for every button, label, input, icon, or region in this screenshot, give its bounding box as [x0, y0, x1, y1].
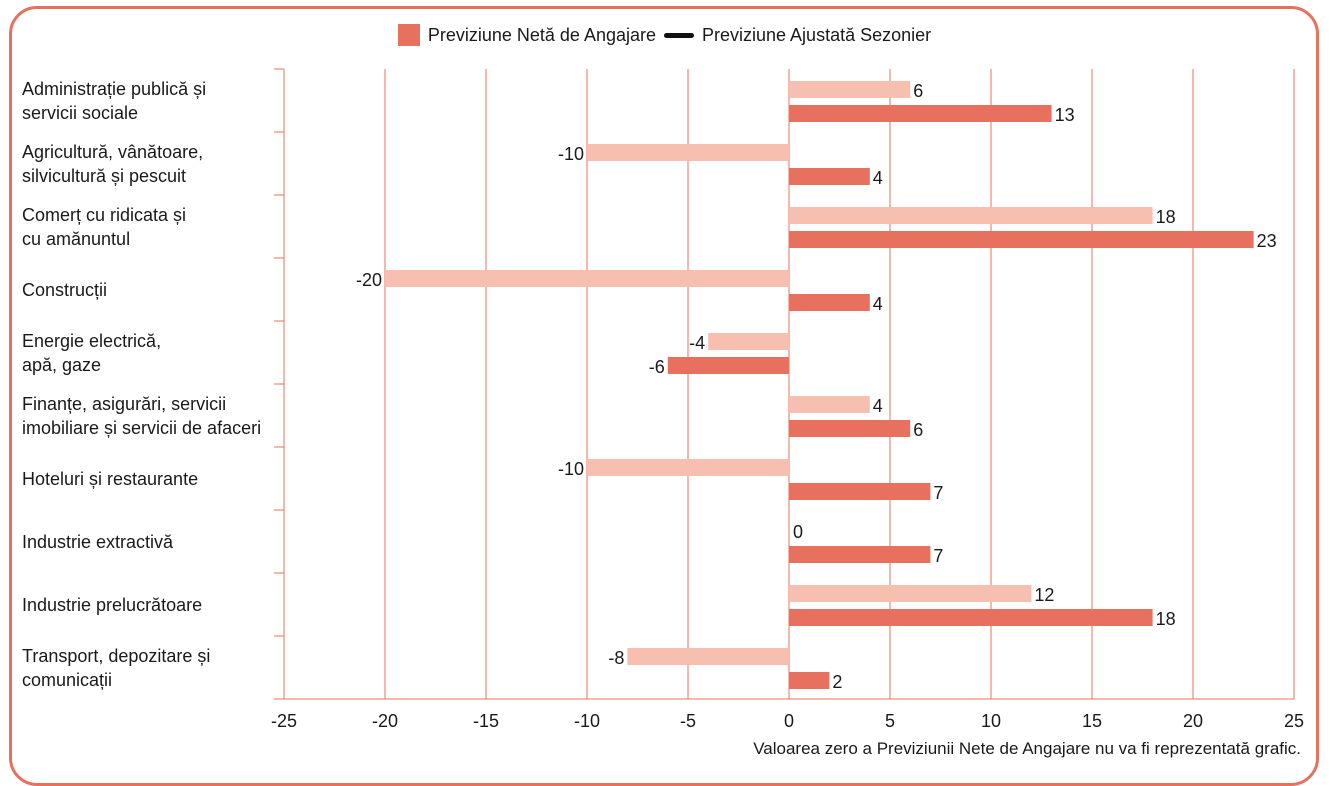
- data-label-adjusted-5: 4: [873, 396, 883, 416]
- bar-net-8: [789, 609, 1153, 626]
- data-label-net-6: 7: [933, 483, 943, 503]
- bar-adjusted-0: [789, 81, 911, 98]
- data-label-adjusted-7: 0: [793, 522, 803, 542]
- data-label-adjusted-9: -8: [608, 648, 624, 668]
- bar-adjusted-9: [627, 648, 789, 665]
- legend-swatch-adjusted: [664, 32, 694, 38]
- bar-adjusted-2: [789, 207, 1153, 224]
- category-label-8: Industrie prelucrătoare: [22, 594, 203, 615]
- x-tick-label-4: -5: [680, 711, 696, 731]
- data-label-adjusted-0: 6: [913, 81, 923, 101]
- category-label-7: Industrie extractivă: [22, 531, 174, 552]
- category-label-3: Construcții: [22, 279, 108, 300]
- legend-item-net: Previziune Netă de Angajare: [397, 24, 656, 46]
- bar-net-7: [789, 546, 931, 563]
- bar-net-4: [667, 357, 789, 374]
- category-label-0: Administrație publică și servicii social…: [22, 78, 207, 123]
- legend-item-adjusted: Previziune Ajustată Sezonier: [664, 25, 931, 46]
- legend-label-net: Previziune Netă de Angajare: [427, 24, 656, 45]
- x-tick-label-8: 15: [1082, 711, 1102, 731]
- bar-adjusted-3: [385, 270, 789, 287]
- data-label-net-2: 23: [1257, 231, 1277, 251]
- x-tick-label-3: -10: [574, 711, 600, 731]
- x-tick-label-1: -20: [372, 711, 398, 731]
- x-tick-label-0: -25: [271, 711, 297, 731]
- data-label-net-8: 18: [1156, 609, 1176, 629]
- x-tick-label-10: 25: [1284, 711, 1304, 731]
- legend-swatch-net: [397, 24, 420, 46]
- bar-net-1: [789, 168, 870, 185]
- bar-net-2: [789, 231, 1254, 248]
- data-label-adjusted-1: -10: [558, 144, 584, 164]
- chart-footnote: Valoarea zero a Previziunii Nete de Anga…: [753, 739, 1301, 758]
- bar-adjusted-1: [587, 144, 789, 161]
- data-label-adjusted-3: -20: [356, 270, 382, 290]
- legend-label-adjusted: Previziune Ajustată Sezonier: [702, 24, 932, 45]
- data-label-net-0: 13: [1055, 105, 1075, 125]
- data-label-net-4: -6: [649, 357, 665, 377]
- data-label-adjusted-6: -10: [558, 459, 584, 479]
- legend: Previziune Netă de Angajare Previziune A…: [0, 24, 1329, 46]
- x-tick-label-7: 10: [981, 711, 1001, 731]
- x-tick-label-5: 0: [784, 711, 794, 731]
- data-label-net-7: 7: [933, 546, 943, 566]
- bar-net-3: [789, 294, 870, 311]
- data-label-net-3: 4: [873, 294, 883, 314]
- bar-net-5: [789, 420, 911, 437]
- category-label-9: Transport, depozitare și comunicații: [22, 645, 211, 690]
- data-label-adjusted-4: -4: [689, 333, 705, 353]
- category-label-6: Hoteluri și restaurante: [22, 468, 199, 489]
- bar-net-0: [789, 105, 1052, 122]
- bar-adjusted-5: [789, 396, 870, 413]
- data-label-net-1: 4: [873, 168, 883, 188]
- data-label-net-5: 6: [913, 420, 923, 440]
- data-label-adjusted-8: 12: [1034, 585, 1054, 605]
- bar-adjusted-6: [587, 459, 789, 476]
- category-label-2: Comerț cu ridicata și cu amănuntul: [22, 204, 187, 249]
- data-label-net-9: 2: [832, 672, 842, 692]
- bar-net-6: [789, 483, 931, 500]
- category-label-4: Energie electrică, apă, gaze: [22, 330, 162, 375]
- bar-net-9: [789, 672, 830, 689]
- x-tick-label-2: -15: [473, 711, 499, 731]
- x-tick-label-6: 5: [885, 711, 895, 731]
- data-label-adjusted-2: 18: [1156, 207, 1176, 227]
- x-tick-label-9: 20: [1183, 711, 1203, 731]
- category-label-1: Agricultură, vânătoare, silvicultură și …: [22, 141, 204, 186]
- bar-adjusted-4: [708, 333, 789, 350]
- bar-adjusted-8: [789, 585, 1032, 602]
- category-label-5: Finanțe, asigurări, servicii imobiliare …: [22, 393, 262, 438]
- bar-chart: -25 -20 -15 -10 -5 0 5 10 15 20 25 6 -10 18 -20 -4 4 -10 0…: [271, 68, 1304, 731]
